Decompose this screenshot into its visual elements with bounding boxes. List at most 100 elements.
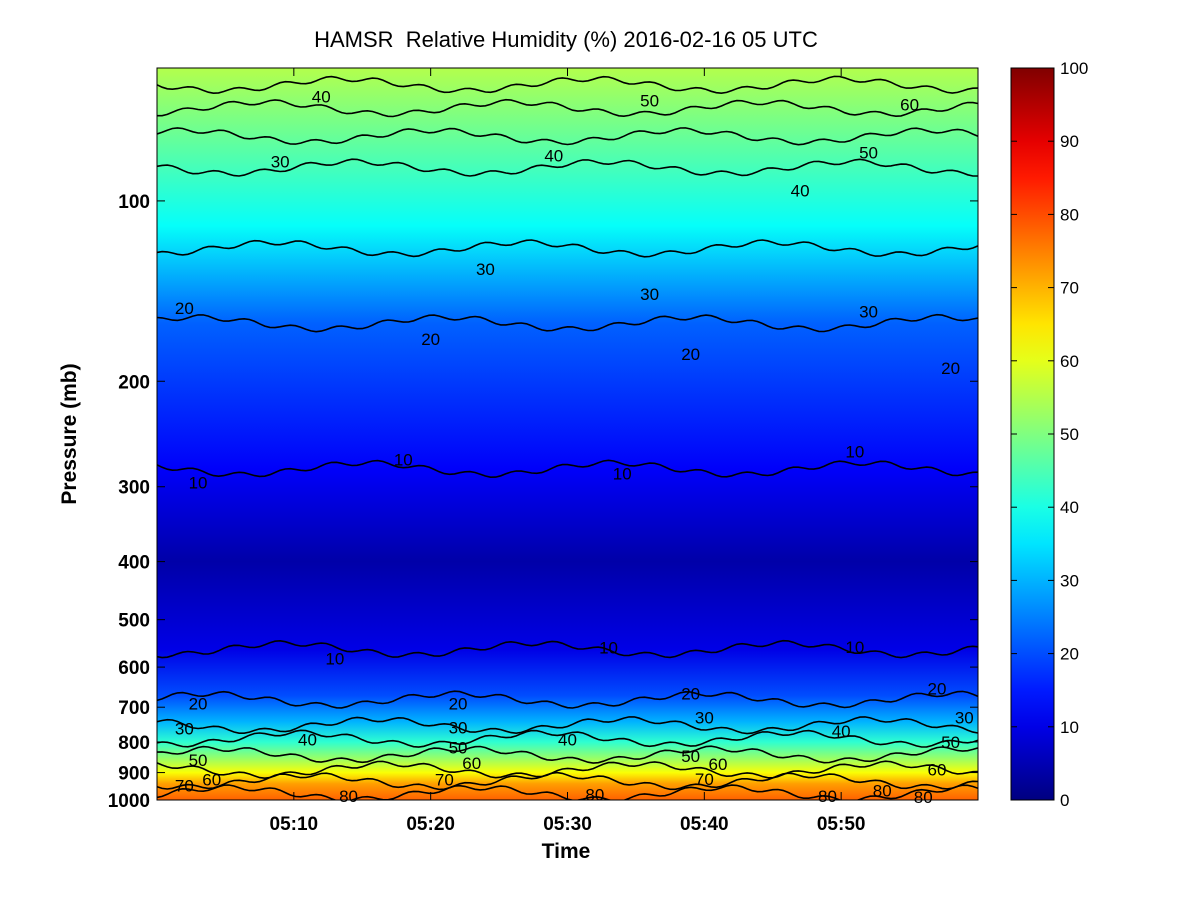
y-tick-label: 200 [118,372,150,393]
contour-label: 10 [325,650,344,669]
contour-label: 50 [449,739,468,758]
contour-label: 10 [394,450,413,469]
contour-label: 10 [845,443,864,462]
colorbar-tick-label: 80 [1060,205,1079,224]
contour-label: 80 [818,787,837,806]
contour-label: 20 [175,299,194,318]
contour-line-40 [157,75,978,95]
contour-label: 10 [189,473,208,492]
contour-line-70 [157,771,978,791]
contour-line-20 [157,690,978,709]
contour-label: 80 [914,788,933,807]
y-tick-label: 500 [118,611,150,632]
contour-label: 60 [927,761,946,780]
contour-label: 30 [955,708,974,727]
colorbar-tick-label: 50 [1060,425,1079,444]
contour-label: 20 [449,694,468,713]
contour-label: 60 [462,754,481,773]
contour-line-50 [157,98,978,118]
contour-label: 50 [640,92,659,111]
contour-label: 30 [449,719,468,738]
contour-line-20 [157,313,978,333]
colorbar-tick-label: 30 [1060,571,1079,590]
contour-label: 50 [681,747,700,766]
colorbar-gradient [1010,67,1055,801]
contour-label: 20 [941,359,960,378]
colorbar-tick-label: 40 [1060,498,1079,517]
colorbar-tick-label: 70 [1060,279,1079,298]
contour-label: 80 [873,782,892,801]
x-tick-label: 05:40 [680,814,729,835]
colorbar: 0 10 20 30 40 50 60 70 80 90 100 [1010,59,1088,810]
contour-label: 70 [695,770,714,789]
chart-title: HAMSR Relative Humidity (%) 2016-02-16 0… [314,27,818,52]
contour-label: 40 [544,147,563,166]
contour-label: 50 [941,733,960,752]
contour-label: 70 [175,776,194,795]
y-tick-label: 900 [118,764,150,785]
contour-label: 40 [832,722,851,741]
x-tick-label: 05:30 [543,814,592,835]
x-tick-label: 05:50 [817,814,866,835]
contour-label: 60 [709,755,728,774]
contour-label: 20 [927,680,946,699]
colorbar-tick-label: 60 [1060,352,1079,371]
x-tick-label: 05:20 [406,814,455,835]
contour-label: 70 [435,771,454,790]
x-axis-label: Time [542,840,591,863]
contour-label: 60 [900,95,919,114]
colorbar-tick-label: 100 [1060,59,1088,78]
contour-label: 50 [859,143,878,162]
colorbar-tick-label: 20 [1060,645,1079,664]
contour-label: 30 [175,720,194,739]
contour-label: 50 [189,751,208,770]
contour-label: 10 [845,638,864,657]
contour-line-50 [157,745,978,764]
contour-label: 10 [613,464,632,483]
contour-label: 30 [695,708,714,727]
contour-label: 40 [312,88,331,107]
contour-label: 20 [189,694,208,713]
contour-label: 30 [640,285,659,304]
contour-label: 30 [271,153,290,172]
contour-line-30 [157,239,978,258]
y-axis: 100 200 300 400 500 600 700 800 900 1000 [108,192,978,812]
contour-label: 60 [202,771,221,790]
contour-line-40 [157,729,978,748]
contour-label: 20 [681,345,700,364]
contour-lines [157,75,978,800]
y-tick-label: 400 [118,553,150,574]
contour-label: 80 [339,787,358,806]
contour-label: 20 [421,330,440,349]
contour-line-30 [157,127,978,146]
contour-label: 40 [298,730,317,749]
colorbar-tick-label: 0 [1060,791,1069,810]
x-axis: 05:10 05:20 05:30 05:40 05:50 [270,68,866,835]
y-tick-label: 1000 [108,791,150,812]
colorbar-tick-label: 90 [1060,132,1079,151]
y-tick-label: 100 [118,192,150,213]
y-tick-label: 700 [118,698,150,719]
colorbar-tick-label: 10 [1060,718,1079,737]
contour-label: 10 [599,639,618,658]
contour-label: 40 [558,730,577,749]
y-tick-label: 300 [118,478,150,499]
contour-line-60 [157,760,978,780]
humidity-field [157,68,978,800]
colorbar-ticks: 0 10 20 30 40 50 60 70 80 90 100 [1011,59,1088,810]
contour-line-10 [157,639,978,659]
contour-label: 20 [681,684,700,703]
y-tick-label: 800 [118,733,150,754]
contour-line-30 [157,716,978,735]
contour-label: 40 [791,181,810,200]
x-tick-label: 05:10 [270,814,319,835]
contour-label: 30 [476,260,495,279]
y-tick-label: 600 [118,658,150,679]
contour-line-10 [157,459,978,479]
contour-line-40 [157,158,978,177]
contour-label: 80 [585,786,604,805]
contour-label: 30 [859,303,878,322]
